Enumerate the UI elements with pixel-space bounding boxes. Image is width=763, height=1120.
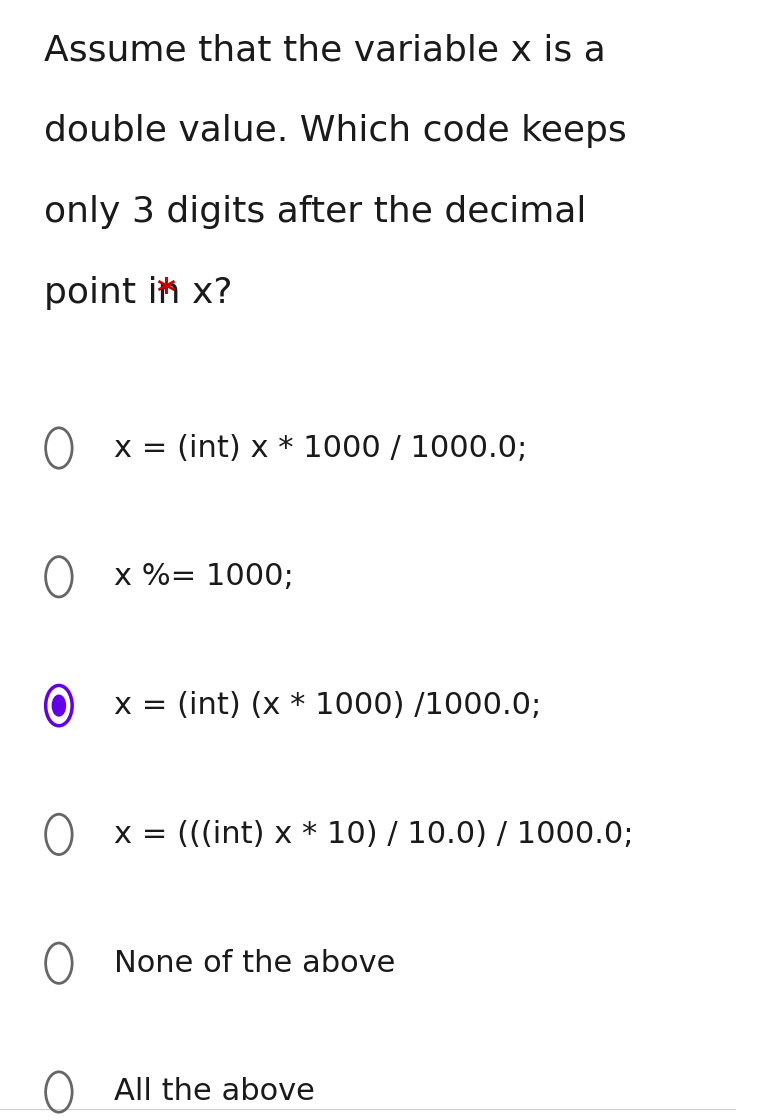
Text: only 3 digits after the decimal: only 3 digits after the decimal bbox=[44, 195, 587, 228]
Text: x = (int) (x * 1000) /1000.0;: x = (int) (x * 1000) /1000.0; bbox=[114, 691, 541, 720]
Text: x = (((int) x * 10) / 10.0) / 1000.0;: x = (((int) x * 10) / 10.0) / 1000.0; bbox=[114, 820, 633, 849]
Text: point in x?: point in x? bbox=[44, 276, 233, 309]
Text: x %= 1000;: x %= 1000; bbox=[114, 562, 294, 591]
Text: *: * bbox=[156, 276, 175, 309]
Text: Assume that the variable x is a: Assume that the variable x is a bbox=[44, 34, 606, 67]
Circle shape bbox=[52, 694, 66, 717]
Text: None of the above: None of the above bbox=[114, 949, 395, 978]
Text: x = (int) x * 1000 / 1000.0;: x = (int) x * 1000 / 1000.0; bbox=[114, 433, 527, 463]
Text: double value. Which code keeps: double value. Which code keeps bbox=[44, 114, 627, 148]
Text: All the above: All the above bbox=[114, 1077, 315, 1107]
